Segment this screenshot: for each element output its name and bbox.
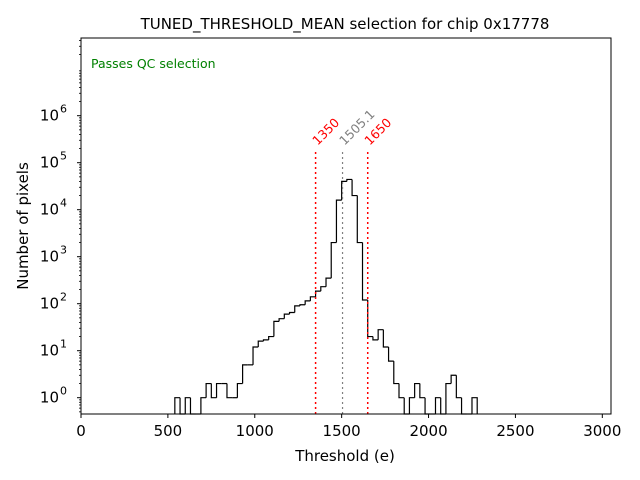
histogram-bin <box>314 290 321 297</box>
histogram-bin <box>294 305 300 313</box>
histogram-bin <box>325 277 332 287</box>
x-tick-label: 3000 <box>583 422 621 440</box>
y-tick-exponent: 3 <box>60 244 67 257</box>
qc-status-text: Passes QC selection <box>91 56 216 71</box>
histogram-bin <box>299 304 306 306</box>
y-tick-exponent: 1 <box>60 338 67 351</box>
histogram-bin <box>445 382 452 414</box>
y-tick-label: 10 <box>40 295 59 313</box>
y-axis-label: Number of pixels <box>14 162 32 290</box>
histogram-bin <box>382 329 389 348</box>
histogram-bin <box>262 339 269 342</box>
histogram-bin <box>398 383 405 399</box>
y-tick-label: 10 <box>40 201 59 219</box>
y-tick-exponent: 0 <box>60 385 67 398</box>
x-axis-label: Threshold (e) <box>294 447 395 465</box>
histogram-bin <box>200 397 207 414</box>
histogram-bin <box>330 241 337 279</box>
y-tick-exponent: 5 <box>60 150 67 163</box>
histogram-bin <box>252 346 259 365</box>
histogram-bin <box>434 397 441 414</box>
histogram-bin <box>226 383 233 399</box>
histogram-bin <box>414 382 420 398</box>
histogram-bin <box>356 195 363 244</box>
histogram-bin <box>471 397 478 414</box>
chart-title: TUNED_THRESHOLD_MEAN selection for chip … <box>140 15 550 34</box>
histogram-bin <box>268 335 274 340</box>
y-tick-label: 10 <box>40 342 59 360</box>
histogram-bin <box>215 382 222 398</box>
x-tick-label: 1500 <box>323 422 361 440</box>
histogram-bin <box>450 374 457 384</box>
histogram-bin <box>174 397 181 414</box>
histogram-bin <box>257 340 264 347</box>
y-tick-label: 10 <box>40 154 59 172</box>
histogram-bin <box>351 179 358 197</box>
y-tick-exponent: 2 <box>60 291 67 304</box>
histogram-bin <box>283 313 290 319</box>
plot-frame <box>80 37 612 415</box>
histogram-bin <box>377 329 384 340</box>
histogram-bin <box>242 364 248 384</box>
y-tick-label: 10 <box>40 389 59 407</box>
histogram-bin <box>184 397 191 414</box>
histogram-bin <box>210 383 217 399</box>
histogram-bin <box>387 346 394 362</box>
histogram-bin <box>455 375 462 399</box>
y-tick-label: 10 <box>40 107 59 125</box>
histogram-bin <box>341 180 347 201</box>
x-tick-label: 1000 <box>236 422 274 440</box>
x-axis: 0 500 1000 1500 2000 2500 3000 <box>76 414 621 440</box>
y-tick-exponent: 6 <box>60 103 67 116</box>
histogram-bin <box>393 361 399 385</box>
x-tick-label: 2500 <box>496 422 534 440</box>
histogram-bin <box>361 242 368 301</box>
histogram-bin <box>273 320 280 337</box>
x-tick-label: 2000 <box>409 422 447 440</box>
histogram-bin <box>304 300 311 305</box>
histogram <box>174 178 478 415</box>
histogram-bin <box>278 318 285 322</box>
histogram-bin <box>236 382 243 398</box>
histogram-bin <box>419 383 426 399</box>
histogram-bin <box>309 296 316 301</box>
histogram-bin <box>335 199 342 243</box>
histogram-bin <box>346 178 353 182</box>
histogram-bin <box>408 397 415 414</box>
x-tick-label: 0 <box>76 422 86 440</box>
y-tick-label: 10 <box>40 248 59 266</box>
histogram-bin <box>288 311 295 315</box>
histogram-bin <box>320 286 327 292</box>
x-tick-label: 500 <box>154 422 183 440</box>
histogram-bin <box>372 336 379 341</box>
histogram-bin <box>205 382 212 398</box>
y-tick-exponent: 4 <box>60 197 67 210</box>
